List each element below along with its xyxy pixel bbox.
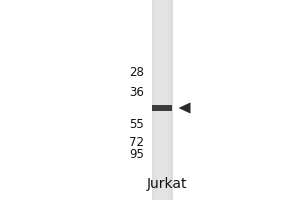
Text: 55: 55 — [129, 118, 144, 132]
Bar — [152, 105, 172, 111]
Bar — [153, 0, 171, 200]
Text: 95: 95 — [129, 148, 144, 162]
Text: Jurkat: Jurkat — [146, 177, 187, 191]
Bar — [152, 0, 172, 200]
Polygon shape — [178, 102, 190, 114]
Bar — [156, 0, 168, 200]
Text: 28: 28 — [129, 66, 144, 78]
Text: 72: 72 — [129, 136, 144, 148]
Bar — [152, 0, 172, 200]
Bar — [155, 0, 170, 200]
Text: 36: 36 — [129, 86, 144, 98]
Bar — [158, 0, 166, 200]
